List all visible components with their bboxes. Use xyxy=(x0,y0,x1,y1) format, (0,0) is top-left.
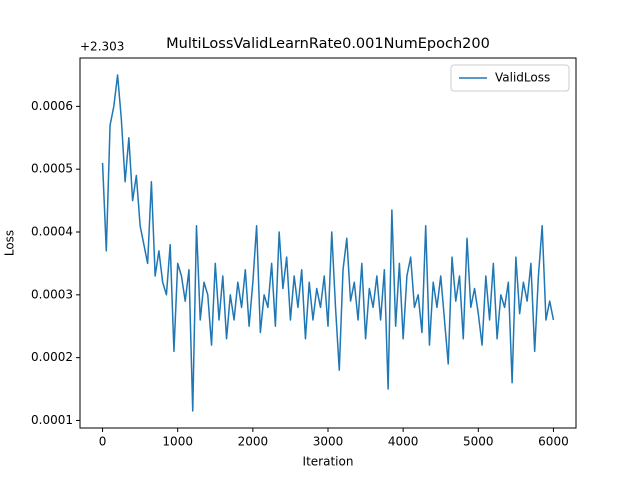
y-tick-label: 0.0002 xyxy=(31,350,73,364)
y-tick-label: 0.0003 xyxy=(31,287,73,301)
y-offset-label: +2.303 xyxy=(80,40,124,54)
y-tick-label: 0.0006 xyxy=(31,99,73,113)
legend-label: ValidLoss xyxy=(495,71,550,85)
y-tick-label: 0.0004 xyxy=(31,225,73,239)
x-tick-label: 3000 xyxy=(313,435,344,449)
x-axis-label: Iteration xyxy=(303,455,354,469)
x-tick-label: 6000 xyxy=(538,435,569,449)
legend-box xyxy=(450,64,570,92)
x-tick-label: 1000 xyxy=(162,435,193,449)
axes-frame xyxy=(79,57,577,429)
x-tick-label: 5000 xyxy=(463,435,494,449)
y-tick-label: 0.0005 xyxy=(31,162,73,176)
data-line xyxy=(101,74,555,412)
y-tick-label: 0.0001 xyxy=(31,413,73,427)
x-tick-label: 0 xyxy=(99,435,107,449)
y-axis-label: Loss xyxy=(3,230,17,256)
chart-title: MultiLossValidLearnRate0.001NumEpoch200 xyxy=(166,36,490,52)
x-tick-label: 4000 xyxy=(388,435,419,449)
x-tick-label: 2000 xyxy=(238,435,269,449)
